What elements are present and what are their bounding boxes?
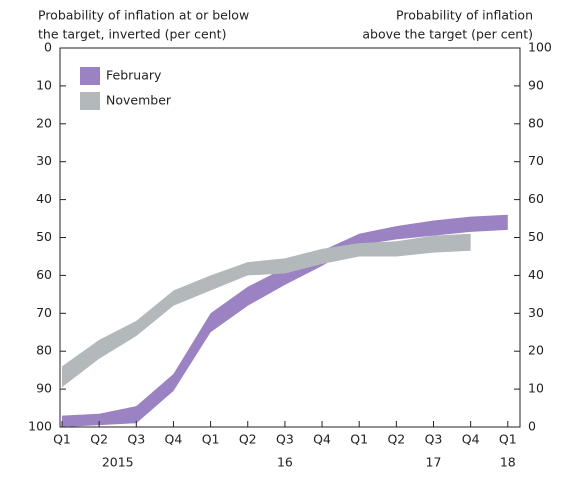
x-tick-label: Q4	[462, 432, 480, 447]
year-label: 16	[277, 455, 293, 470]
band	[62, 214, 508, 427]
x-tick-label: Q1	[499, 432, 517, 447]
y2-tick-label: 40	[528, 267, 544, 282]
y2-tick-label: 60	[528, 191, 544, 206]
y-tick-label: 30	[36, 153, 52, 168]
legend-swatch	[80, 67, 100, 85]
y2-tick-label: 30	[528, 305, 544, 320]
y-tick-label: 50	[36, 229, 52, 244]
plot-area	[62, 214, 508, 427]
y-tick-label: 70	[36, 305, 52, 320]
legend-label: November	[106, 93, 172, 108]
y2-tick-label: 0	[528, 419, 536, 434]
x-tick-label: Q3	[425, 432, 443, 447]
year-label: 18	[500, 455, 516, 470]
x-tick-label: Q1	[350, 432, 368, 447]
x-tick-label: Q2	[387, 432, 405, 447]
y-tick-label: 10	[36, 77, 52, 92]
y2-tick-label: 90	[528, 77, 544, 92]
y2-axis-title: above the target (per cent)	[362, 27, 533, 42]
legend-label: February	[106, 68, 162, 83]
x-tick-label: Q3	[276, 432, 294, 447]
y2-tick-label: 50	[528, 229, 544, 244]
y2-tick-label: 80	[528, 115, 544, 130]
y-tick-label: 80	[36, 343, 52, 358]
x-tick-label: Q4	[313, 432, 331, 447]
y2-tick-label: 100	[528, 40, 552, 55]
y-tick-label: 0	[44, 40, 52, 55]
x-tick-label: Q1	[202, 432, 220, 447]
y-axis-title: Probability of inflation at or below	[38, 8, 249, 23]
y-tick-label: 20	[36, 115, 52, 130]
y2-axis-title: Probability of inflation	[396, 8, 533, 23]
y2-tick-label: 70	[528, 153, 544, 168]
y-axis-title: the target, inverted (per cent)	[38, 27, 226, 42]
y-tick-label: 60	[36, 267, 52, 282]
x-tick-label: Q3	[127, 432, 145, 447]
x-tick-label: Q1	[53, 432, 71, 447]
year-label: 17	[426, 455, 442, 470]
y-tick-label: 90	[36, 381, 52, 396]
x-tick-label: Q2	[239, 432, 257, 447]
y2-tick-label: 20	[528, 343, 544, 358]
y-tick-label: 40	[36, 191, 52, 206]
y2-tick-label: 10	[528, 381, 544, 396]
band	[62, 233, 471, 388]
x-tick-label: Q2	[90, 432, 108, 447]
year-label: 2015	[102, 455, 134, 470]
x-tick-label: Q4	[165, 432, 183, 447]
legend-swatch	[80, 92, 100, 110]
y-tick-label: 100	[28, 419, 52, 434]
